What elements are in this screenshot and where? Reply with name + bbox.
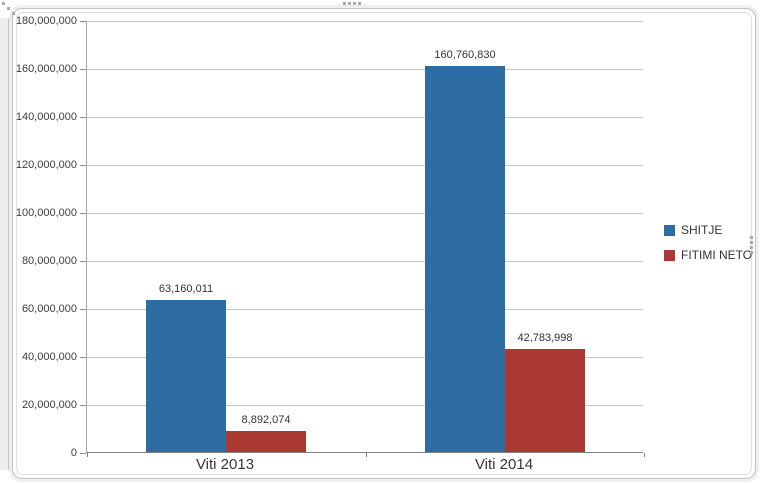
value-axis-label: 100,000,000: [15, 207, 77, 219]
value-axis-label: 120,000,000: [15, 159, 77, 171]
worksheet-edge-strip: [0, 18, 9, 470]
value-axis-label: 140,000,000: [15, 111, 77, 123]
legend-marker-shitje: [664, 224, 675, 236]
value-axis-tick: [80, 405, 86, 406]
category-axis[interactable]: Viti 2013 Viti 2014: [86, 456, 643, 476]
value-axis-tick: [80, 69, 86, 70]
value-axis-label: 60,000,000: [21, 303, 77, 315]
value-axis-tick: [80, 165, 86, 166]
data-label-shitje-viti-2013: 63,160,011: [158, 283, 214, 295]
data-label-fitimi-neto-viti-2014: 42,783,998: [517, 332, 573, 344]
category-axis-tick: [366, 453, 367, 457]
gridline: [87, 213, 643, 214]
legend-marker-fitimi-neto: [664, 249, 675, 261]
value-axis-tick: [80, 117, 86, 118]
value-axis-tick: [80, 213, 86, 214]
legend-label: SHITJE: [681, 223, 723, 237]
value-axis-label: 40,000,000: [21, 351, 77, 363]
value-axis-tick: [80, 309, 86, 310]
legend-entry-shitje[interactable]: SHITJE: [664, 221, 756, 239]
value-axis-label: 0: [70, 447, 77, 459]
value-axis-label: 20,000,000: [21, 399, 77, 411]
value-axis-tick: [80, 357, 86, 358]
category-axis-tick: [644, 453, 645, 457]
chart-legend[interactable]: SHITJE FITIMI NETO: [664, 221, 756, 271]
data-label-shitje-viti-2014: 160,760,830: [434, 49, 496, 61]
gridline: [87, 309, 643, 310]
gridline: [87, 405, 643, 406]
gridline: [87, 261, 643, 262]
legend-entry-fitimi-neto[interactable]: FITIMI NETO: [664, 246, 756, 264]
value-axis-label: 80,000,000: [21, 255, 77, 267]
selection-handle-top-center[interactable]: [343, 2, 363, 6]
value-axis[interactable]: 180,000,000 160,000,000 140,000,000 120,000…: [13, 15, 77, 459]
gridline: [87, 69, 643, 70]
bar-shitje-viti-2014[interactable]: [425, 66, 505, 452]
bar-shitje-viti-2013[interactable]: [146, 300, 226, 452]
selection-handle-right-middle[interactable]: [750, 236, 754, 256]
data-label-fitimi-neto-viti-2013: 8,892,074: [241, 414, 291, 426]
chart-object[interactable]: 63,160,011 8,892,074 160,760,830 42,783,998…: [12, 8, 756, 479]
value-axis-tick: [80, 21, 86, 22]
gridline: [87, 165, 643, 166]
gridline: [87, 117, 643, 118]
bar-fitimi-neto-viti-2013[interactable]: [226, 431, 306, 452]
value-axis-label: 180,000,000: [15, 15, 77, 27]
category-label[interactable]: Viti 2013: [195, 456, 255, 473]
value-axis-tick: [80, 261, 86, 262]
selection-handle-top-left[interactable]: [2, 2, 18, 18]
category-axis-tick: [87, 453, 88, 457]
legend-label: FITIMI NETO: [681, 248, 753, 262]
category-label[interactable]: Viti 2014: [474, 456, 534, 473]
plot-area: 63,160,011 8,892,074 160,760,830 42,783,998: [80, 21, 645, 457]
bar-fitimi-neto-viti-2014[interactable]: [505, 349, 585, 452]
gridline: [87, 357, 643, 358]
value-axis-label: 160,000,000: [15, 63, 77, 75]
value-axis-tick: [80, 453, 86, 454]
gridline: [87, 21, 643, 22]
